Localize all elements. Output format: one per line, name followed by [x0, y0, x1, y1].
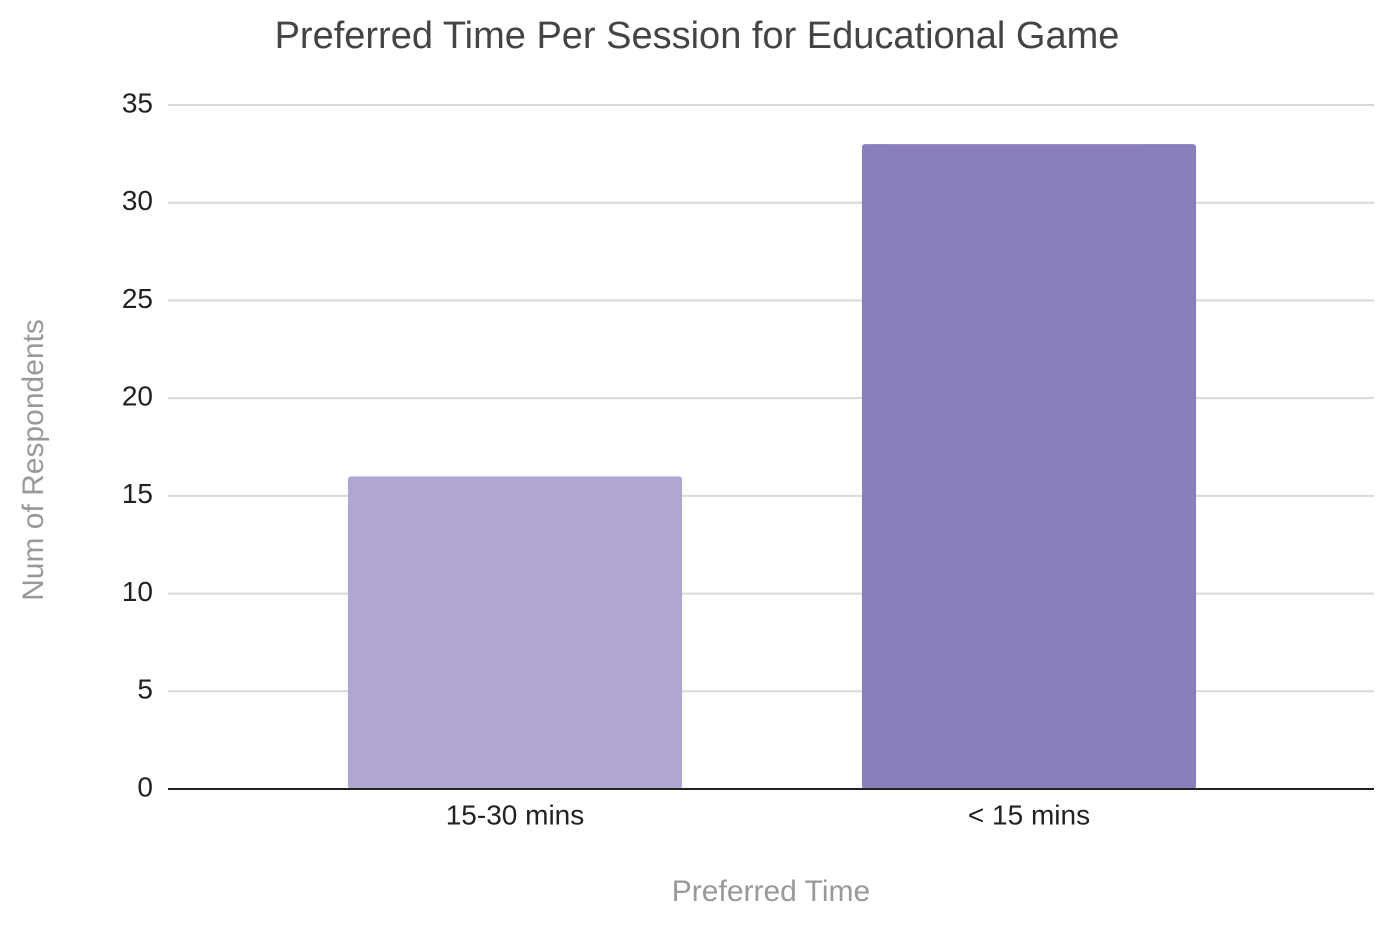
y-tick-label: 20	[122, 381, 153, 412]
y-tick-label: 0	[137, 771, 153, 802]
y-tick-label: 25	[122, 283, 153, 314]
x-tick-label: < 15 mins	[968, 799, 1090, 830]
x-axis-label: Preferred Time	[672, 875, 870, 908]
y-tick-label: 5	[137, 674, 153, 705]
chart-title: Preferred Time Per Session for Education…	[275, 15, 1120, 57]
bar	[861, 144, 1197, 790]
y-tick-label: 10	[122, 576, 153, 607]
y-axis-label: Num of Respondents	[17, 319, 50, 601]
y-tick-label: 30	[122, 185, 153, 216]
y-tick-label: 35	[122, 87, 153, 118]
x-tick-label: 15-30 mins	[446, 799, 585, 830]
y-tick-label: 15	[122, 478, 153, 509]
bar	[347, 476, 683, 789]
